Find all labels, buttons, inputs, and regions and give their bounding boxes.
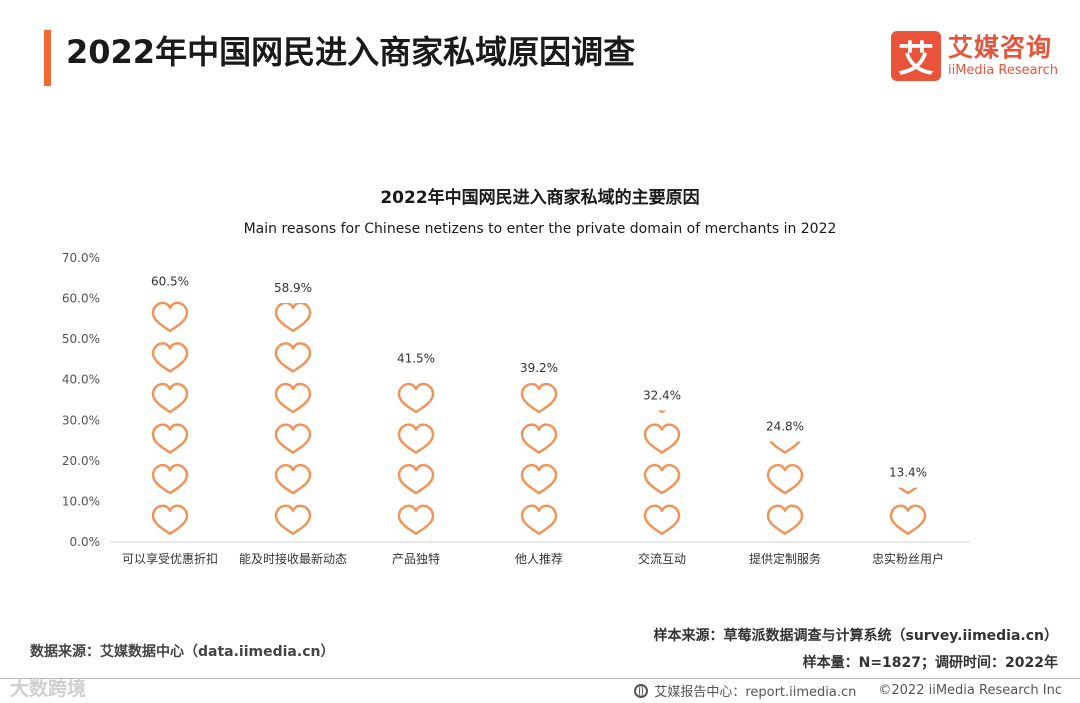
brand-text: 艾媒咨询 iiMedia Research	[948, 33, 1058, 79]
chart-title: 2022年中国网民进入商家私域的主要原因	[380, 187, 699, 208]
heart-icon	[274, 423, 312, 454]
heart-icon	[274, 504, 312, 535]
y-tick-label: 10.0%	[62, 494, 100, 508]
x-tick-label: 提供定制服务	[749, 551, 821, 566]
heart-icon	[151, 463, 189, 495]
heart-icon	[520, 423, 558, 454]
heart-icon	[274, 342, 312, 373]
brand-logo: 艾 艾媒咨询 iiMedia Research	[890, 30, 1058, 82]
globe-icon	[634, 683, 649, 698]
bar	[520, 382, 558, 535]
sample-info: 样本量：N=1827；调研时间：2022年	[802, 655, 1058, 671]
page-title: 2022年中国网民进入商家私域原因调查	[66, 33, 636, 71]
data-label: 60.5%	[151, 275, 189, 289]
heart-icon	[151, 301, 189, 333]
brand-mark-icon: 艾	[890, 31, 941, 81]
x-tick-label: 交流互动	[638, 551, 686, 566]
footer-divider	[0, 678, 1080, 679]
heart-icon	[274, 303, 312, 333]
x-tick-label: 可以享受优惠折扣	[122, 551, 218, 566]
chart-subtitle: Main reasons for Chinese netizens to ent…	[244, 221, 837, 237]
bar	[643, 410, 681, 535]
heart-icon	[274, 463, 312, 495]
value-labels: 60.5% 58.9% 41.5% 39.2% 32.4% 24.8% 13.4%	[151, 275, 927, 480]
data-label: 13.4%	[889, 466, 927, 480]
x-axis-labels: 可以享受优惠折扣 能及时接收最新动态 产品独特 他人推荐 交流互动 提供定制服务 忠实粉丝用…	[122, 551, 944, 566]
x-tick-label: 他人推荐	[515, 552, 563, 566]
heart-icon	[889, 504, 927, 535]
heart-icon	[397, 423, 435, 454]
heart-icon	[643, 463, 681, 495]
heart-icon	[151, 504, 189, 535]
data-label: 39.2%	[520, 361, 558, 375]
y-tick-label: 0.0%	[70, 535, 101, 549]
brand-name-en: iiMedia Research	[947, 63, 1058, 78]
heart-icon	[520, 382, 558, 414]
bar	[397, 382, 435, 535]
heart-icon	[151, 342, 189, 373]
y-tick-label: 70.0%	[62, 251, 100, 265]
bar	[151, 301, 189, 535]
watermark: 大数跨境	[10, 678, 87, 700]
data-label: 41.5%	[397, 352, 435, 366]
x-tick-label: 产品独特	[392, 551, 440, 566]
heart-icon	[274, 382, 312, 414]
heart-icon	[520, 463, 558, 495]
y-tick-label: 50.0%	[62, 332, 100, 346]
title-accent-bar	[44, 30, 51, 86]
bar	[274, 303, 312, 535]
heart-icon	[766, 504, 804, 535]
data-label: 32.4%	[643, 389, 681, 403]
brand-name-cn: 艾媒咨询	[947, 33, 1052, 62]
data-label: 58.9%	[274, 281, 312, 295]
bottom-bar: 艾媒报告中心：report.iimedia.cn ©2022 iiMedia R…	[634, 681, 1062, 700]
heart-icon	[397, 504, 435, 535]
bar	[766, 441, 804, 535]
heart-icon	[766, 463, 804, 495]
heart-icon	[151, 423, 189, 454]
y-tick-label: 40.0%	[62, 373, 100, 387]
bar	[889, 487, 927, 535]
sample-source: 样本来源：草莓派数据调查与计算系统（survey.iimedia.cn）	[653, 628, 1058, 644]
heart-icon	[643, 423, 681, 454]
bars	[151, 301, 927, 535]
x-tick-label: 忠实粉丝用户	[872, 551, 944, 566]
y-tick-label: 60.0%	[62, 292, 100, 306]
heart-icon	[643, 504, 681, 535]
data-source: 数据来源：艾媒数据中心（data.iimedia.cn）	[30, 644, 335, 660]
heart-icon	[520, 504, 558, 535]
heart-icon	[151, 382, 189, 414]
heart-icon	[397, 463, 435, 495]
data-label: 24.8%	[766, 419, 804, 433]
y-tick-label: 30.0%	[62, 413, 100, 427]
y-tick-label: 20.0%	[62, 454, 100, 468]
y-axis: 0.0% 10.0% 20.0% 30.0% 40.0% 50.0% 60.0% 70.0%	[62, 251, 100, 549]
copyright: ©2022 iiMedia Research Inc	[878, 683, 1062, 698]
heart-icon	[397, 382, 435, 414]
x-tick-label: 能及时接收最新动态	[239, 551, 347, 566]
report-center-link[interactable]: 艾媒报告中心：report.iimedia.cn	[654, 685, 857, 700]
